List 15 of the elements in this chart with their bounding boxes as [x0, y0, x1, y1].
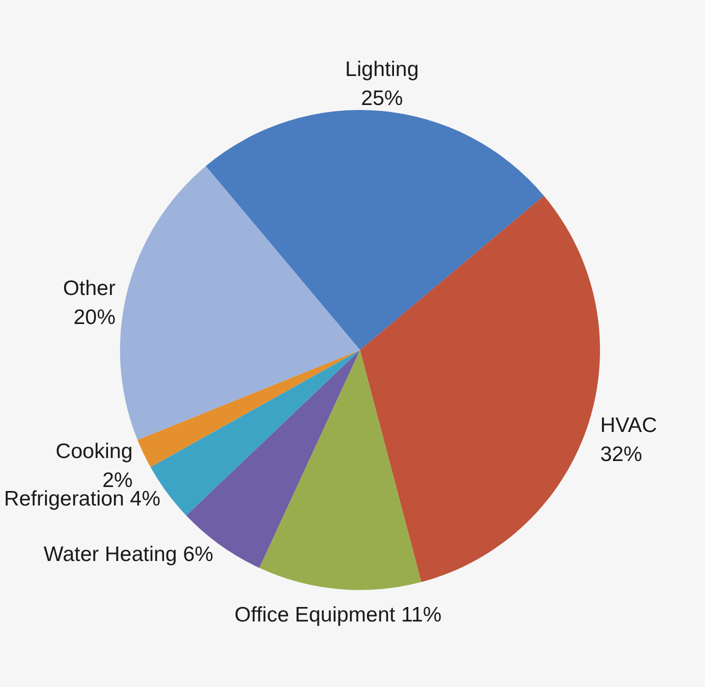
slice-label: Lighting: [345, 58, 419, 82]
pie-slice: [259, 350, 422, 590]
data-label: 32%: [600, 443, 642, 466]
slice-label: HVAC: [600, 414, 657, 438]
pie-slice: [137, 350, 360, 468]
slice-label: Other: [62, 277, 116, 300]
pie-slice: [186, 350, 360, 568]
data-label: 20%: [73, 306, 116, 330]
slice-label: Water Heating 6%: [44, 542, 214, 566]
pie-slice: [206, 110, 544, 350]
slice-label: Office Equipment 11%: [234, 603, 442, 626]
pie-slice: [360, 196, 600, 582]
pie-slice: [120, 166, 360, 440]
data-label: 25%: [360, 87, 403, 110]
slice-label: Cooking: [56, 440, 133, 464]
